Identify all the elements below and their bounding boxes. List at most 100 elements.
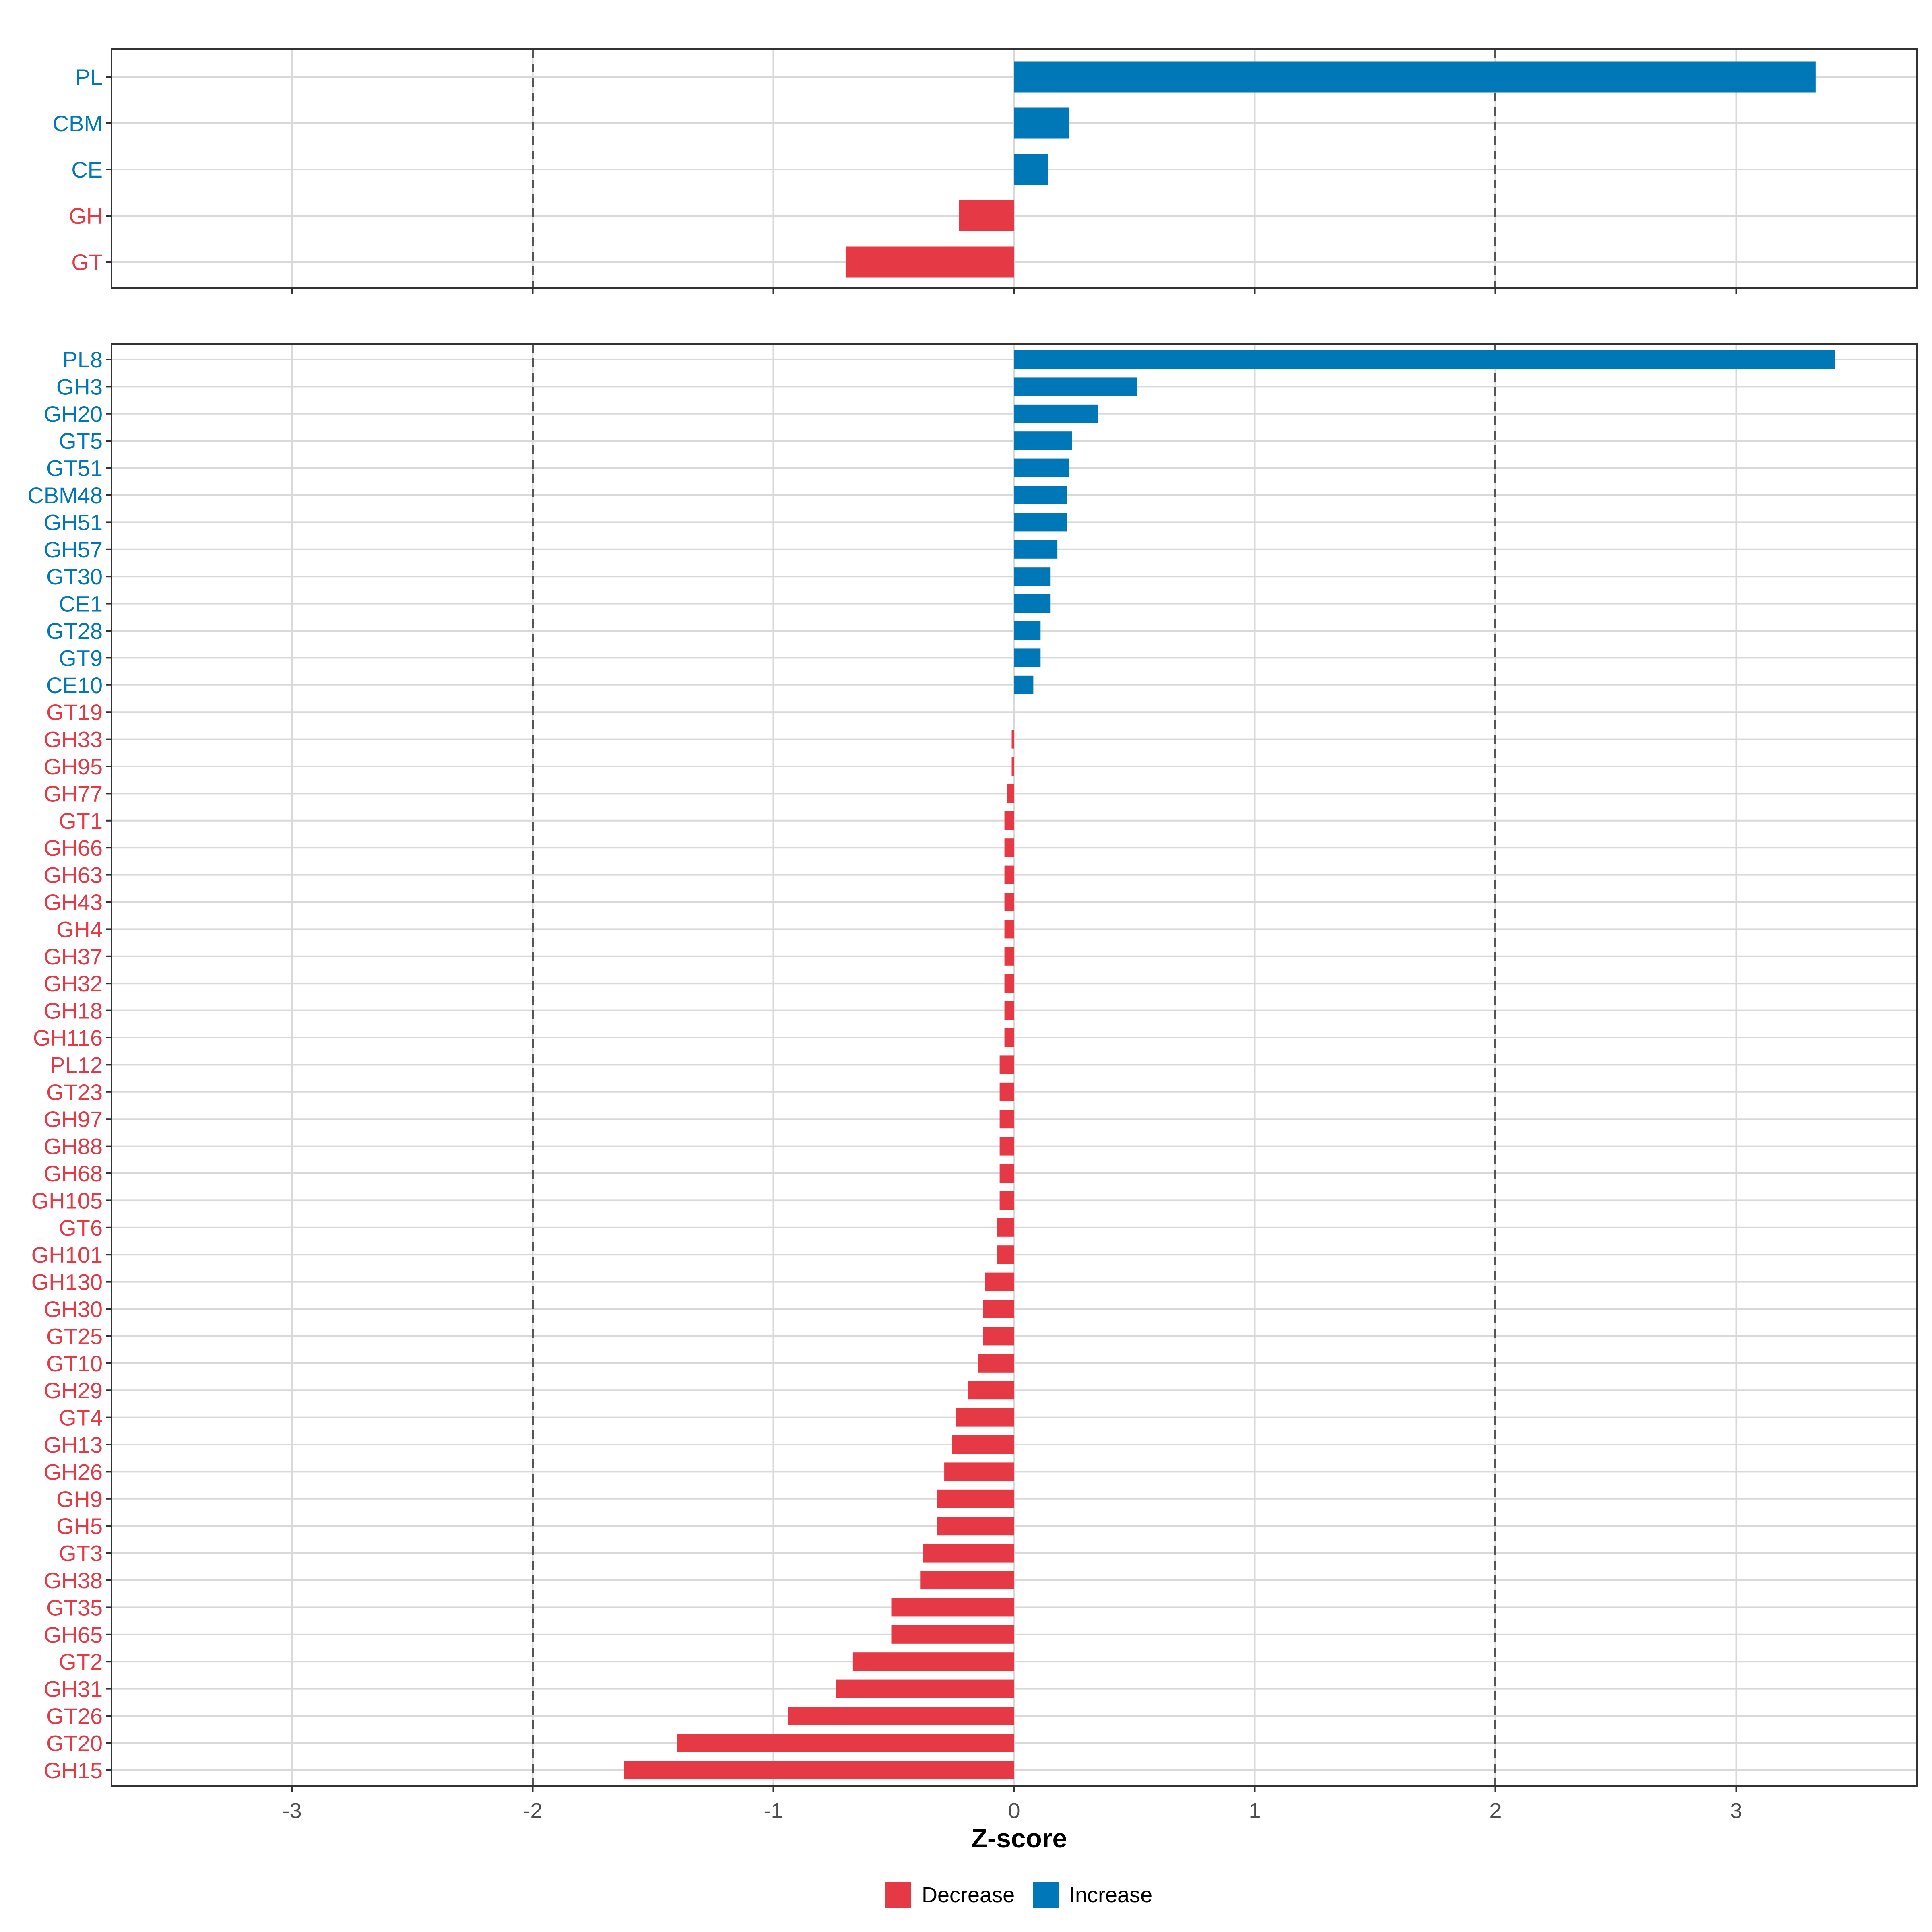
- x-tick-label-0: 0: [1008, 1799, 1020, 1823]
- bottom-bar-gt26: [788, 1707, 1014, 1725]
- bottom-ytick-label-gh57: GH57: [44, 537, 103, 562]
- top-ytick-label-gh: GH: [69, 203, 103, 229]
- bottom-bar-gh31: [836, 1679, 1014, 1698]
- bottom-ytick-label-gh5: GH5: [56, 1513, 103, 1539]
- legend-decrease-swatch: [886, 1882, 911, 1908]
- bottom-ytick-label-cbm48: CBM48: [27, 483, 103, 508]
- bottom-bar-gh68: [999, 1164, 1014, 1183]
- legend-decrease-label: Decrease: [922, 1883, 1015, 1907]
- bottom-panel: PL8GH3GH20GT5GT51CBM48GH51GH57GT30CE1GT2…: [27, 343, 1918, 1792]
- bottom-ytick-label-gh95: GH95: [44, 754, 103, 779]
- bottom-ytick-label-gt26: GT26: [46, 1703, 103, 1729]
- legend: Decrease Increase: [886, 1882, 1152, 1908]
- top-bar-ce: [1014, 154, 1048, 185]
- top-bar-gh: [958, 200, 1014, 231]
- bottom-bar-gh97: [999, 1110, 1014, 1129]
- bottom-bar-gh77: [1007, 784, 1014, 803]
- bottom-bar-gh29: [968, 1381, 1014, 1400]
- bottom-ytick-label-gh38: GH38: [44, 1568, 103, 1593]
- bottom-ytick-label-gh43: GH43: [44, 890, 103, 915]
- bottom-bar-gt20: [677, 1734, 1014, 1752]
- bottom-bar-gt10: [978, 1354, 1014, 1373]
- bottom-ytick-label-gh68: GH68: [44, 1161, 103, 1186]
- bottom-bar-gh101: [997, 1245, 1014, 1264]
- top-ytick-label-gt: GT: [71, 250, 103, 275]
- x-axis-title: Z-score: [971, 1823, 1067, 1853]
- bottom-bar-gh43: [1004, 893, 1014, 911]
- top-panel: PL CBM CE GH GT: [53, 48, 1918, 294]
- top-panel-border: [111, 48, 1918, 289]
- bottom-ytick-label-gh97: GH97: [44, 1106, 103, 1132]
- bottom-bar-gh32: [1004, 974, 1014, 993]
- bottom-ytick-label-gh130: GH130: [31, 1269, 103, 1295]
- bottom-ytick-label-gh15: GH15: [44, 1758, 103, 1783]
- bottom-bar-gh57: [1014, 540, 1058, 559]
- bottom-ytick-label-gh32: GH32: [44, 971, 103, 996]
- bottom-ytick-label-gh101: GH101: [31, 1242, 103, 1267]
- bottom-ytick-label-gt28: GT28: [46, 618, 103, 644]
- bottom-bar-gt2: [852, 1652, 1014, 1671]
- bottom-bar-gh26: [944, 1462, 1014, 1481]
- bottom-panel-border: [111, 343, 1918, 1787]
- bottom-ytick-label-gh13: GH13: [44, 1432, 103, 1457]
- bottom-ytick-label-gt35: GT35: [46, 1595, 103, 1620]
- bottom-bar-gh51: [1014, 513, 1067, 532]
- bottom-bar-gh105: [999, 1191, 1014, 1210]
- bottom-ytick-label-gt51: GT51: [46, 456, 103, 481]
- bottom-bar-gt23: [999, 1082, 1014, 1101]
- bottom-bar-gh38: [920, 1571, 1014, 1589]
- bottom-ytick-label-gh105: GH105: [31, 1188, 103, 1213]
- x-tick-label-1: 1: [1249, 1799, 1261, 1823]
- bottom-ytick-label-ce10: CE10: [46, 673, 103, 698]
- bottom-bar-gh130: [985, 1272, 1014, 1291]
- x-tick-label-3: 3: [1730, 1799, 1742, 1823]
- bottom-ytick-label-gh20: GH20: [44, 401, 103, 427]
- bottom-ytick-label-gt23: GT23: [46, 1080, 103, 1105]
- bottom-bar-gt3: [923, 1544, 1014, 1563]
- bottom-bar-gh3: [1014, 377, 1137, 396]
- bottom-bar-gt25: [983, 1327, 1014, 1346]
- bottom-ytick-label-gh18: GH18: [44, 998, 103, 1024]
- bottom-ytick-label-gt6: GT6: [59, 1215, 103, 1241]
- bottom-ytick-label-pl8: PL8: [62, 347, 103, 372]
- bottom-bar-gh88: [999, 1137, 1014, 1156]
- top-ytick-label-ce: CE: [71, 157, 103, 182]
- bottom-ytick-label-gh66: GH66: [44, 835, 103, 861]
- bottom-bar-gh20: [1014, 404, 1098, 423]
- bottom-ytick-label-gt19: GT19: [46, 700, 103, 725]
- bottom-bar-gh18: [1004, 1001, 1014, 1020]
- bottom-ytick-label-gh26: GH26: [44, 1459, 103, 1484]
- bottom-bar-gh15: [624, 1761, 1014, 1779]
- x-axis: -3 -2 -1 0 1 2 3: [282, 1799, 1742, 1823]
- bottom-bar-pl8: [1014, 350, 1835, 369]
- top-ytick-label-pl: PL: [75, 64, 103, 90]
- bottom-ytick-label-gh51: GH51: [44, 510, 103, 535]
- bottom-ytick-label-gt20: GT20: [46, 1730, 103, 1756]
- bottom-bar-gt30: [1014, 567, 1051, 586]
- bottom-ytick-label-gh37: GH37: [44, 944, 103, 969]
- bottom-bar-cbm48: [1014, 486, 1067, 504]
- bottom-bar-gt1: [1004, 811, 1014, 830]
- legend-increase-label: Increase: [1069, 1883, 1152, 1907]
- bottom-bar-gt6: [997, 1218, 1014, 1237]
- bottom-ytick-label-gt25: GT25: [46, 1323, 103, 1349]
- bottom-bar-gh37: [1004, 947, 1014, 966]
- bottom-ytick-label-gh30: GH30: [44, 1296, 103, 1322]
- bottom-ytick-label-gh3: GH3: [56, 374, 103, 399]
- bottom-ytick-label-gt4: GT4: [59, 1405, 103, 1430]
- bottom-ytick-label-gt1: GT1: [59, 808, 103, 834]
- bottom-ytick-label-gt30: GT30: [46, 564, 103, 589]
- top-bar-gt: [845, 246, 1014, 278]
- bottom-ytick-label-gh9: GH9: [56, 1486, 103, 1512]
- x-tick-label-2: 2: [1489, 1799, 1501, 1823]
- bottom-ytick-label-gh65: GH65: [44, 1622, 103, 1647]
- legend-increase-swatch: [1033, 1882, 1059, 1908]
- bottom-ytick-label-gh116: GH116: [33, 1025, 103, 1051]
- bottom-bar-gh9: [937, 1489, 1014, 1508]
- bottom-bar-gh95: [1011, 757, 1014, 776]
- bottom-bar-gt5: [1014, 431, 1072, 450]
- top-bar-cbm: [1014, 107, 1070, 139]
- bottom-ytick-label-gh31: GH31: [44, 1676, 103, 1702]
- top-ytick-label-cbm: CBM: [53, 111, 103, 136]
